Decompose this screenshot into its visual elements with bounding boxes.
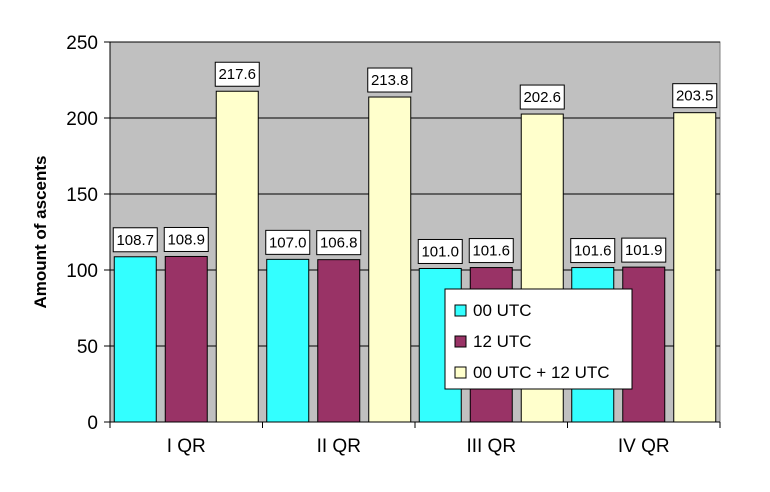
y-tick-label: 100 bbox=[66, 261, 98, 282]
y-tick-label: 200 bbox=[66, 109, 98, 130]
legend-label: 00 UTC + 12 UTC bbox=[473, 363, 610, 382]
y-tick-label: 50 bbox=[77, 337, 98, 358]
legend-swatch-00-plus-12-utc bbox=[454, 366, 467, 379]
x-tick-label: II QR bbox=[317, 436, 361, 457]
data-label: 108.7 bbox=[116, 232, 154, 249]
x-tick-label: IV QR bbox=[618, 436, 670, 457]
data-label-box bbox=[214, 61, 260, 87]
data-label: 213.8 bbox=[371, 72, 409, 89]
x-tick-label: III QR bbox=[466, 436, 516, 457]
data-label: 108.9 bbox=[167, 231, 205, 248]
legend-box bbox=[444, 288, 633, 390]
data-label: 101.6 bbox=[472, 243, 510, 260]
data-label-box bbox=[570, 238, 616, 264]
legend: 00 UTC 12 UTC 00 UTC + 12 UTC bbox=[444, 288, 633, 390]
data-label-box bbox=[265, 229, 311, 255]
x-tick-labels: I QR II QR III QR IV QR bbox=[167, 436, 670, 457]
y-tick-labels: 0 50 100 150 200 250 bbox=[66, 33, 98, 434]
bar-12-utc bbox=[317, 259, 361, 423]
data-label-box bbox=[519, 84, 565, 110]
data-label-box bbox=[316, 230, 362, 256]
data-label: 106.8 bbox=[320, 235, 358, 252]
bar-12-utc bbox=[164, 255, 208, 423]
data-label-box bbox=[468, 238, 514, 264]
data-label: 107.0 bbox=[269, 234, 307, 251]
data-label: 202.6 bbox=[523, 89, 561, 106]
y-axis-title: Amount of ascents bbox=[31, 155, 50, 308]
legend-swatch-12-utc bbox=[454, 335, 467, 348]
bar-00-plus-12-utc bbox=[215, 90, 259, 423]
x-tick-label: I QR bbox=[167, 436, 206, 457]
data-label-box bbox=[367, 67, 413, 93]
data-label: 101.9 bbox=[625, 242, 663, 259]
legend-label: 12 UTC bbox=[473, 332, 532, 351]
data-label-box bbox=[672, 83, 718, 109]
data-label: 217.6 bbox=[218, 66, 256, 83]
data-label-box bbox=[112, 227, 158, 253]
y-tick-label: 0 bbox=[87, 413, 98, 434]
y-tick-label: 150 bbox=[66, 185, 98, 206]
data-label-box bbox=[621, 237, 667, 263]
bar-00-utc bbox=[266, 258, 310, 423]
legend-swatch-00-utc bbox=[454, 304, 467, 317]
legend-label: 00 UTC bbox=[473, 301, 532, 320]
bar-00-plus-12-utc bbox=[368, 96, 412, 423]
bar-00-plus-12-utc bbox=[673, 112, 717, 423]
y-tick-label: 250 bbox=[66, 33, 98, 54]
axes bbox=[104, 41, 721, 428]
data-label: 101.6 bbox=[574, 243, 612, 260]
data-label-box bbox=[163, 226, 209, 252]
data-label-box bbox=[417, 238, 463, 264]
data-label: 101.0 bbox=[421, 243, 459, 260]
data-label: 203.5 bbox=[676, 88, 714, 105]
data-labels: 108.7 107.0 101.0 101.6 108.9 106.8 101.6 101.9… bbox=[112, 61, 718, 264]
bar-00-utc bbox=[113, 256, 157, 423]
